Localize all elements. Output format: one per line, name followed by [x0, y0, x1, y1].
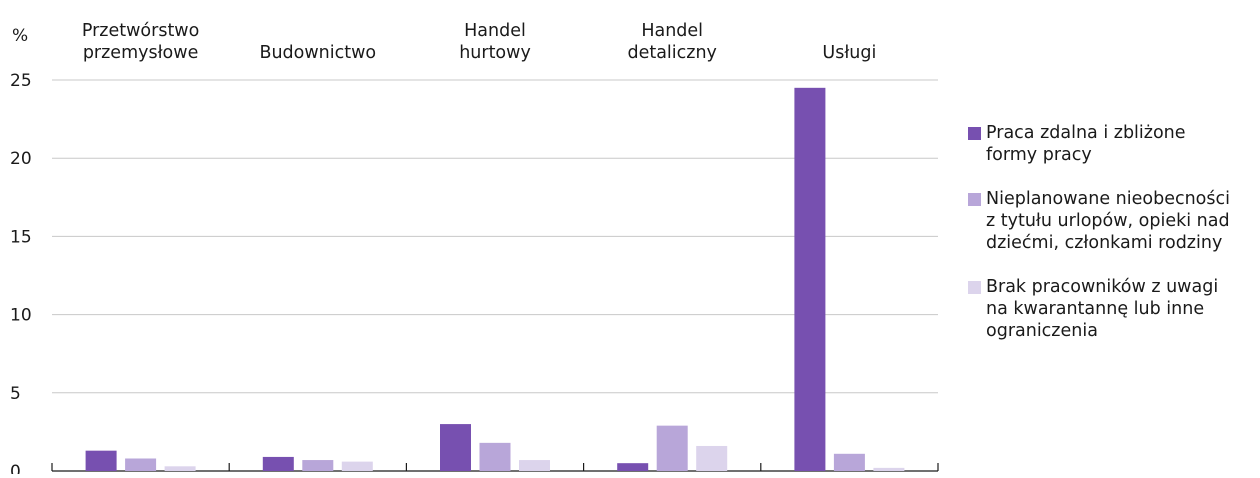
chart-legend: Praca zdalna i zbliżone formy pracy Niepla…: [968, 122, 1258, 364]
y-tick-label: 15: [10, 227, 32, 247]
bar-1-2: [262, 456, 294, 471]
category-label: Przetwórstwo: [82, 21, 199, 41]
category-label: Budownictwo: [259, 43, 376, 63]
category-label: Handel: [464, 21, 526, 41]
bar-3-2: [341, 461, 373, 471]
legend-label-line: ograniczenia: [986, 321, 1098, 341]
legend-swatch: [968, 127, 981, 140]
bar-2-5: [833, 453, 865, 471]
bar-2-2: [302, 460, 334, 471]
bar-3-3: [519, 460, 550, 471]
category-label: Usługi: [822, 43, 876, 63]
bar-3-4: [696, 445, 728, 471]
y-tick-label: 25: [10, 71, 32, 91]
legend-label-line: na kwarantannę lub inne: [986, 299, 1205, 319]
legend-label-line: Brak pracowników z uwagi: [986, 277, 1219, 297]
bar-2-3: [479, 442, 511, 471]
legend-label-line: Nieplanowane nieobecności: [986, 189, 1230, 209]
bar-2-4: [656, 425, 688, 471]
legend-label-line: z tytułu urlopów, opieki nad: [986, 211, 1230, 231]
category-label: Handel: [641, 21, 703, 41]
bar-1-1: [85, 450, 117, 471]
bar-1-4: [617, 463, 649, 471]
y-tick-label: 5: [10, 384, 21, 404]
bar-3-5: [873, 467, 905, 471]
y-tick-label: 20: [10, 149, 32, 169]
bar-1-3: [440, 424, 471, 471]
legend-item: Nieplanowane nieobecności z tytułu urlopó…: [968, 188, 1258, 254]
y-tick-label: 0: [10, 462, 21, 474]
legend-label-line: formy pracy: [986, 145, 1092, 165]
bar-2-1: [125, 458, 157, 471]
legend-swatch: [968, 281, 981, 294]
legend-label-line: Praca zdalna i zbliżone: [986, 123, 1186, 143]
y-axis-label: %: [12, 26, 28, 46]
bar-1-5: [794, 87, 826, 471]
category-label: przemysłowe: [83, 43, 199, 63]
legend-swatch: [968, 193, 981, 206]
category-label: hurtowy: [459, 43, 531, 63]
bar-3-1: [164, 466, 196, 471]
category-label: detaliczny: [627, 43, 716, 63]
legend-item: Praca zdalna i zbliżone formy pracy: [968, 122, 1258, 166]
legend-item: Brak pracowników z uwagi na kwarantannę l…: [968, 276, 1258, 342]
y-tick-label: 10: [10, 306, 32, 326]
legend-label-line: dziećmi, członkami rodziny: [986, 233, 1223, 253]
